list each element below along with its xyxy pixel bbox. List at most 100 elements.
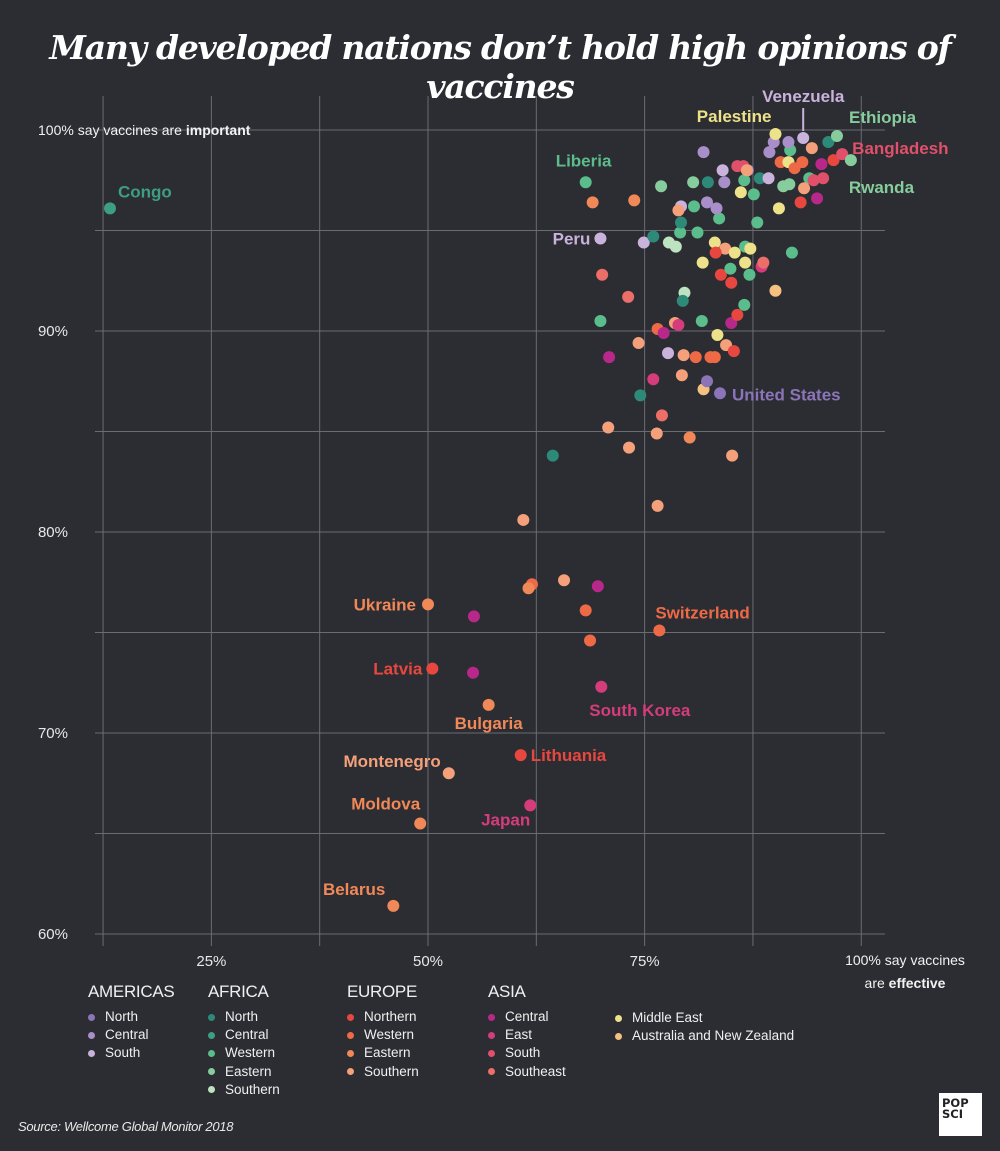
- legend-africa: AFRICA North Central Western Eastern Souther…: [208, 982, 280, 1099]
- data-point: [691, 226, 704, 239]
- country-label: Latvia: [373, 660, 423, 679]
- legend-item: Western: [208, 1044, 280, 1062]
- data-point: [672, 204, 685, 217]
- data-point: [683, 431, 696, 444]
- data-point: [731, 308, 744, 321]
- country-label: Japan: [481, 810, 530, 829]
- data-point: [647, 230, 660, 243]
- data-point: [815, 158, 828, 171]
- legend-dot-icon: [347, 1031, 354, 1039]
- data-point: [711, 329, 724, 342]
- legend-item: Eastern: [208, 1063, 280, 1081]
- legend-item: Western: [347, 1026, 419, 1044]
- x-axis-label-line2: are effective: [865, 975, 946, 991]
- legend-item: Middle East: [615, 1009, 794, 1027]
- legend-dot-icon: [488, 1013, 495, 1021]
- data-point: [467, 666, 480, 679]
- legend-dot-icon: [208, 1013, 215, 1021]
- data-point: [701, 196, 714, 209]
- data-point: [817, 172, 830, 185]
- legend-dot-icon: [88, 1031, 95, 1039]
- y-tick-label: 80%: [38, 524, 68, 541]
- data-point: [751, 216, 764, 229]
- x-axis-ticks: 25% 50% 75%: [196, 953, 659, 970]
- legend-dot-icon: [488, 1068, 495, 1076]
- legend-label: Middle East: [632, 1010, 703, 1025]
- data-point: [522, 582, 535, 595]
- data-point: [584, 634, 597, 647]
- y-tick-label: 90%: [38, 323, 68, 340]
- legend-dot-icon: [488, 1050, 495, 1057]
- data-point: [647, 373, 660, 386]
- data-point: [701, 375, 714, 388]
- legend-label: Central: [225, 1027, 269, 1043]
- country-label: Venezuela: [762, 87, 845, 106]
- data-point: [675, 216, 688, 229]
- data-point-bulgaria: [482, 698, 495, 711]
- legend-group-title: AMERICAS: [88, 982, 175, 1001]
- legend-item: Eastern: [347, 1044, 419, 1062]
- country-label: Montenegro: [344, 752, 441, 771]
- x-tick-label: 25%: [196, 953, 226, 970]
- legend-label: Southern: [364, 1063, 419, 1079]
- legend-label: Eastern: [225, 1063, 272, 1079]
- data-point-peru: [594, 232, 607, 245]
- data-point: [655, 409, 668, 422]
- data-point-japan: [524, 799, 537, 812]
- legend-dot-icon: [615, 1014, 622, 1022]
- y-tick-label: 60%: [38, 926, 68, 943]
- legend-label: Southern: [225, 1081, 280, 1097]
- legend-group-title: AFRICA: [208, 982, 269, 1001]
- data-point: [811, 192, 824, 205]
- x-axis-label: 100% say vaccines: [845, 952, 965, 968]
- legend-dot-icon: [347, 1068, 354, 1076]
- legend-group-title: ASIA: [488, 982, 526, 1001]
- data-point: [713, 212, 726, 225]
- data-point: [602, 421, 615, 434]
- legend-dot-icon: [88, 1050, 95, 1057]
- legend-label: North: [225, 1009, 259, 1024]
- data-point: [744, 242, 757, 255]
- data-point: [753, 172, 766, 185]
- data-point-ukraine: [422, 598, 434, 611]
- data-point-lithuania: [514, 749, 527, 762]
- legend-label: Australia and New Zealand: [632, 1028, 795, 1044]
- legend-other: Middle East Australia and New Zealand: [615, 1009, 794, 1045]
- data-point-moldova: [414, 817, 427, 830]
- legend-dot-icon: [208, 1086, 215, 1094]
- country-label: Congo: [118, 182, 172, 201]
- data-point: [719, 242, 732, 255]
- data-point: [728, 246, 741, 259]
- legend-label: Western: [225, 1045, 276, 1061]
- data-point: [628, 194, 641, 207]
- country-label: Switzerland: [655, 603, 749, 622]
- data-point: [634, 389, 647, 402]
- data-point: [724, 262, 737, 275]
- legend-item: North: [88, 1008, 174, 1026]
- data-point: [579, 604, 592, 617]
- data-point: [696, 256, 709, 269]
- country-label: Palestine: [697, 107, 772, 126]
- country-label: Ethiopia: [849, 108, 917, 127]
- data-point: [785, 246, 798, 259]
- legend-europe: EUROPE Northern Western Eastern Southern: [347, 982, 419, 1081]
- data-point: [727, 345, 740, 358]
- data-point-montenegro: [442, 767, 455, 780]
- y-tick-label: 70%: [38, 725, 68, 742]
- legend-dot-icon: [208, 1050, 215, 1057]
- country-label: Bulgaria: [455, 714, 524, 733]
- legend-label: Eastern: [364, 1045, 411, 1061]
- data-point: [782, 136, 795, 149]
- country-label: Liberia: [556, 151, 612, 170]
- legend-dot-icon: [208, 1068, 215, 1076]
- chart-title: Many developed nations don’t hold high o…: [49, 28, 951, 106]
- data-point: [805, 142, 818, 155]
- data-point: [822, 136, 835, 149]
- legend-label: East: [505, 1027, 533, 1043]
- scatter-plot: 60% 70% 80% 90% 25% 50% 75% 100% say vaccines…: [38, 87, 965, 991]
- data-point: [622, 290, 635, 303]
- data-point: [708, 236, 721, 249]
- legend-item: Australia and New Zealand: [615, 1027, 794, 1045]
- legend-label: South: [105, 1045, 141, 1061]
- data-points: [103, 128, 857, 912]
